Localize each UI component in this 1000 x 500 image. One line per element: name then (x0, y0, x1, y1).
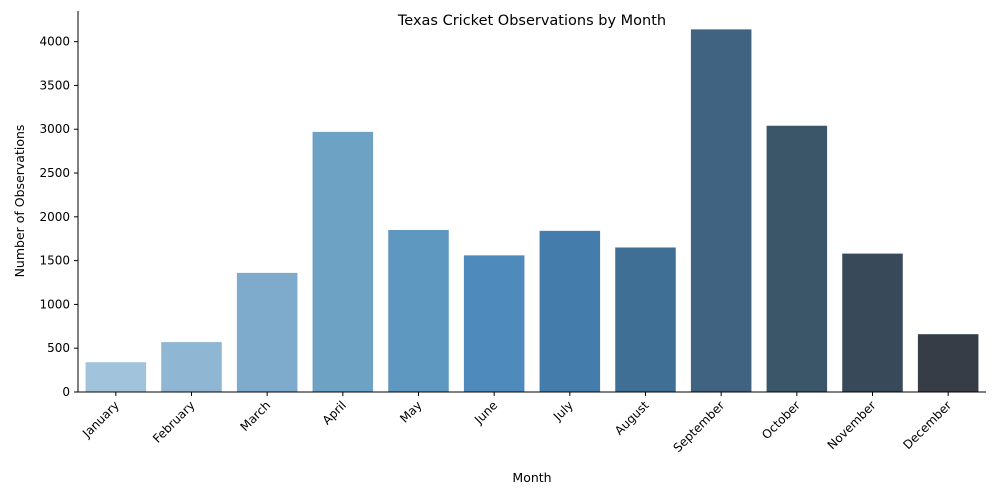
bar-october (766, 125, 828, 393)
y-tick-label: 500 (47, 341, 70, 355)
bar-july (539, 230, 601, 392)
y-tick-label: 3500 (39, 78, 70, 92)
chart-title: Texas Cricket Observations by Month (397, 13, 666, 29)
y-tick-label: 2000 (39, 210, 70, 224)
bar-november (842, 253, 903, 392)
bar-february (161, 342, 222, 392)
y-axis-label: Number of Observations (12, 125, 27, 278)
bar-january (85, 362, 147, 392)
y-tick-label: 1000 (39, 297, 70, 311)
x-axis-label: Month (512, 470, 551, 485)
y-tick-label: 0 (62, 385, 70, 399)
bar-may (388, 229, 449, 392)
y-tick-label: 1500 (39, 254, 70, 268)
bar-august (615, 247, 676, 392)
bar-march (236, 272, 298, 392)
bar-april (312, 131, 374, 392)
bar-june (463, 255, 525, 392)
bars-group (85, 29, 979, 393)
bar-december (917, 334, 979, 392)
y-tick-label: 2500 (39, 166, 70, 180)
y-tick-label: 3000 (39, 122, 70, 136)
bar-september (690, 29, 752, 392)
y-tick-label: 4000 (39, 35, 70, 49)
y-ticks-group: 0 500 1000 1500 2000 2500 3000 3500 4000 (39, 35, 78, 399)
